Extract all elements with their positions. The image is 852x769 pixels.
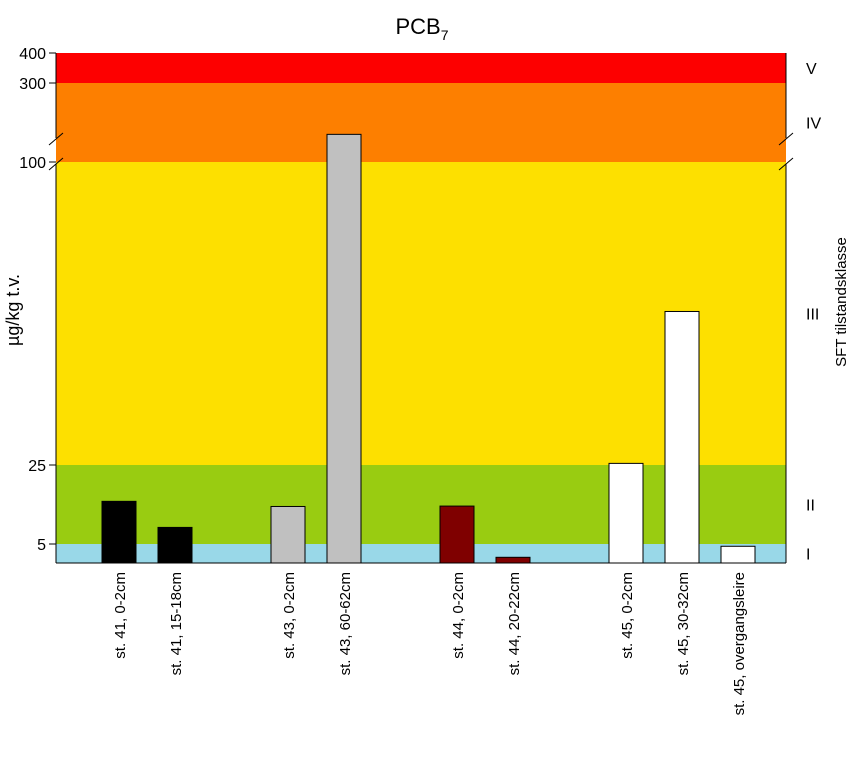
bar [326,133,362,564]
class-band-V [56,53,786,83]
axis-break-mark [48,132,64,146]
y-tick-label: 100 [19,155,46,172]
bar [495,556,531,564]
y-axis-label: µg/kg t.v. [3,274,23,346]
bar [157,526,193,564]
class-label-III: III [806,307,819,324]
class-label-IV: IV [806,116,821,133]
axis-break-mark [778,132,794,146]
class-bands [56,53,786,563]
bar [664,310,700,564]
category-label: st. 44, 20-22cm [506,572,523,675]
y-tick-label: 300 [19,76,46,93]
bar [439,505,475,564]
bar [720,545,756,564]
bars [101,133,756,564]
right-axis-label: SFT tilstandsklasse [833,237,850,367]
bar [608,462,644,564]
axis-break-mark [778,157,794,171]
bar [270,505,306,564]
y-tick-label: 5 [37,537,46,554]
category-label: st. 43, 0-2cm [281,572,298,659]
category-label: st. 41, 0-2cm [112,572,129,659]
category-label: st. 45, 30-32cm [675,572,692,675]
axes [48,53,794,564]
y-ticks: 5 25 100 300 400 [19,46,56,554]
class-band-IV [56,83,786,162]
category-label: st. 45, overgangsleire [731,572,748,715]
class-label-V: V [806,61,817,78]
category-label: st. 43, 60-62cm [337,572,354,675]
chart-title-main: PCB [395,14,440,39]
axis-break-mark [48,157,64,171]
category-labels: st. 41, 0-2cm st. 41, 15-18cm st. 43, 0-2c… [112,572,748,715]
category-label: st. 45, 0-2cm [619,572,636,659]
y-tick-label: 400 [19,46,46,63]
chart-title-subscript: 7 [441,27,449,43]
category-label: st. 41, 15-18cm [168,572,185,675]
category-label: st. 44, 0-2cm [450,572,467,659]
class-label-II: II [806,498,815,515]
class-band-III [56,162,786,465]
class-label-I: I [806,547,810,564]
bar [101,500,137,564]
chart-title: PCB7 [395,14,448,43]
class-band-I [56,544,786,563]
y-tick-label: 25 [28,458,46,475]
